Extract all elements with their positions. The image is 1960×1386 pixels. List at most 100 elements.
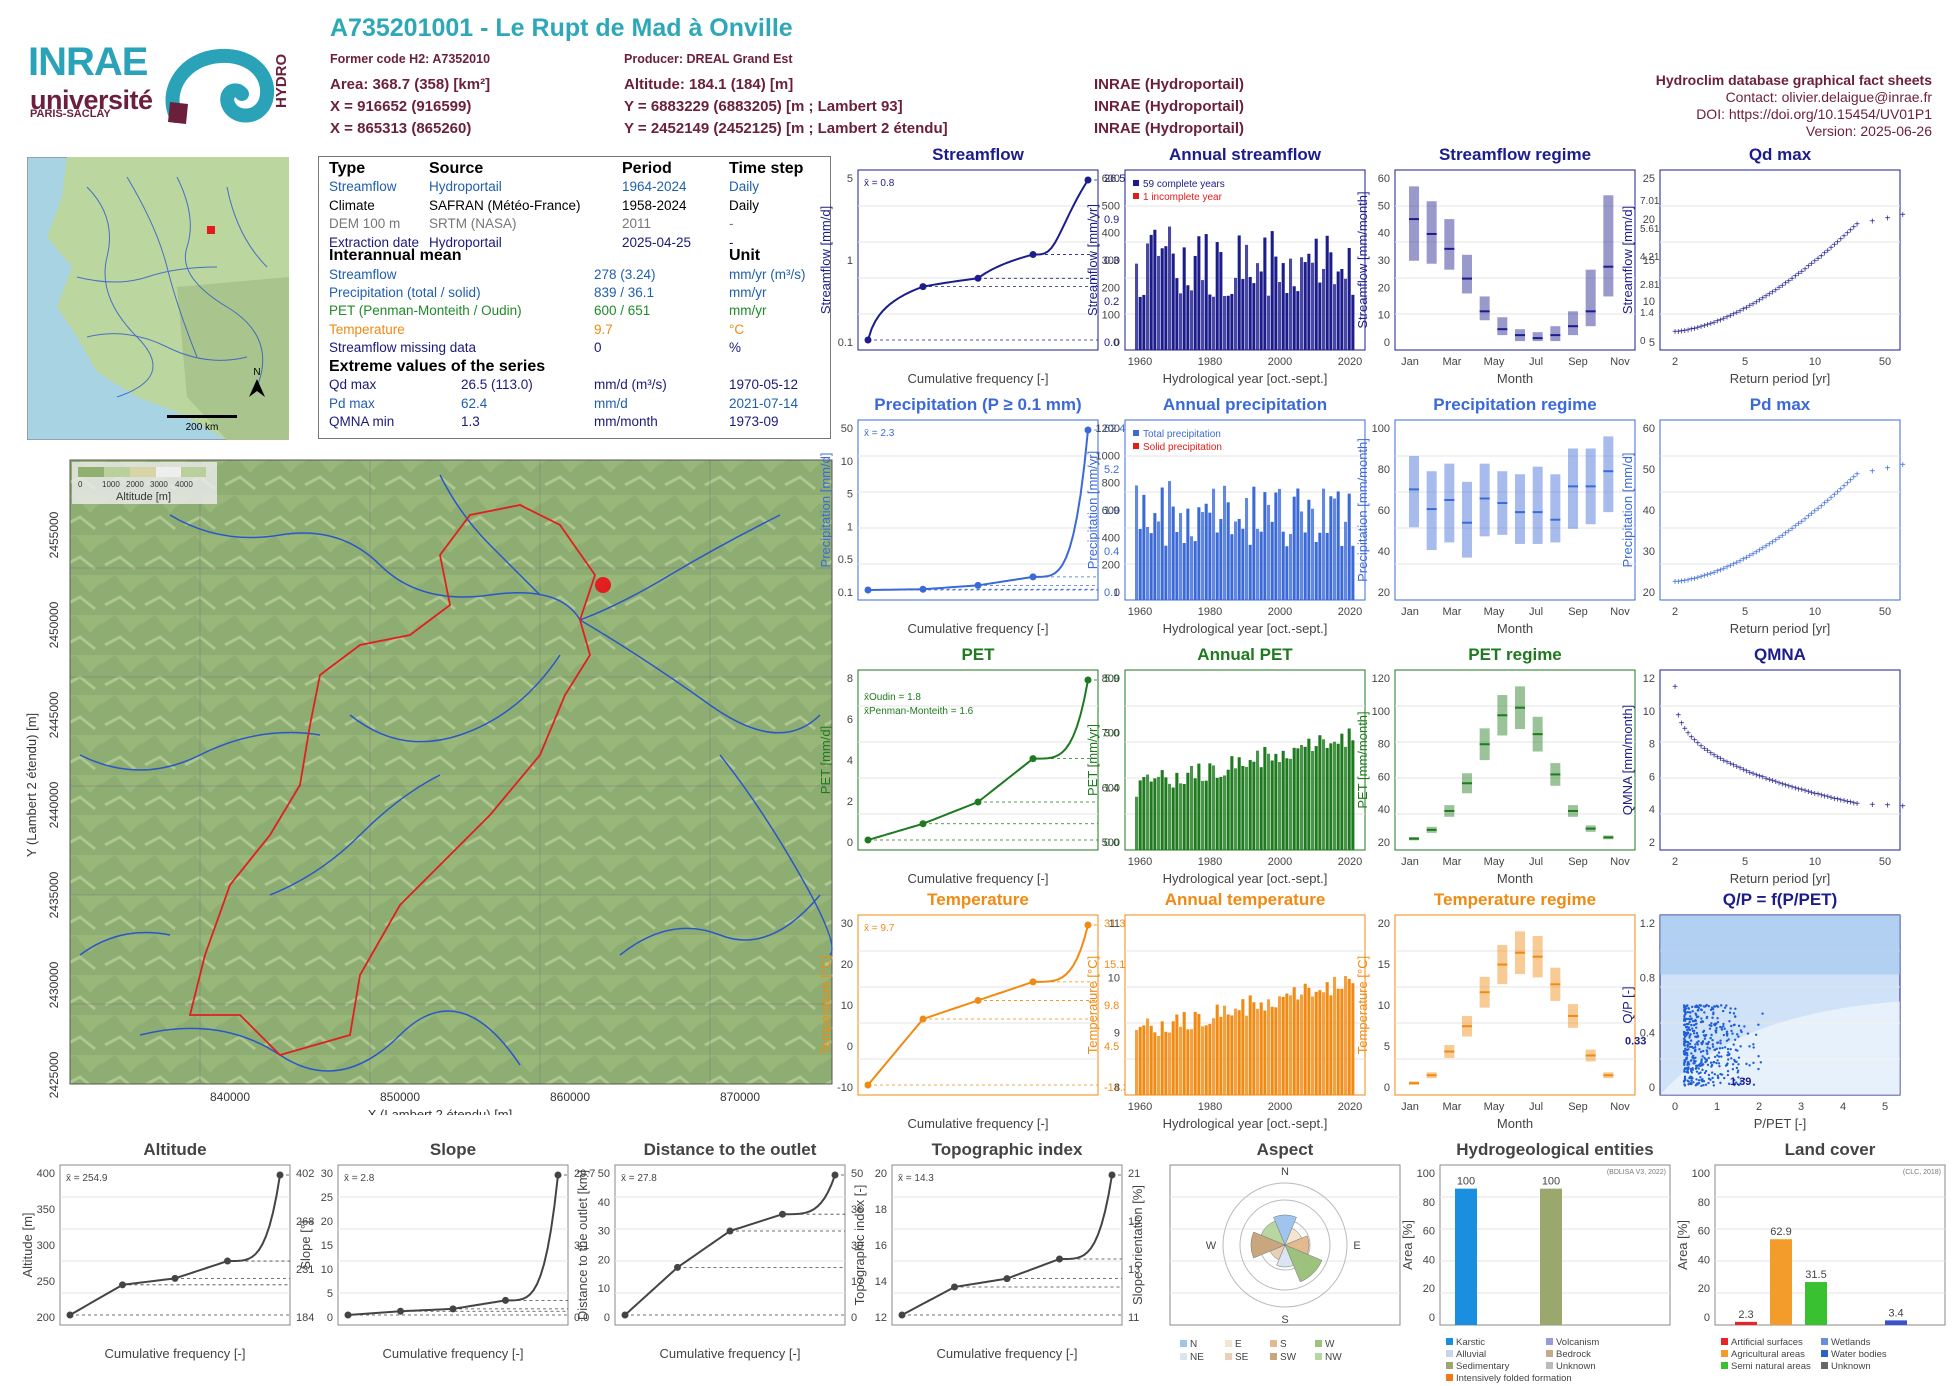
legend-swatch — [1546, 1362, 1553, 1369]
annual-bar — [1281, 263, 1285, 350]
daily-point — [1726, 1062, 1729, 1065]
daily-point — [1759, 1061, 1763, 1064]
x-tick-label: 10 — [1809, 356, 1821, 368]
annual-bar — [1237, 1010, 1241, 1095]
pd_max-title: Pd max — [1749, 395, 1811, 414]
extreme-point: + — [1727, 561, 1733, 572]
x-tick-label: 2020 — [1338, 1101, 1362, 1113]
daily-point — [1708, 1024, 1711, 1027]
annual-bar — [1285, 993, 1289, 1095]
x-axis-label: Cumulative frequency [-] — [908, 621, 1049, 636]
x-axis-label: Month — [1497, 1116, 1533, 1131]
rose-petal — [1260, 1220, 1286, 1246]
annual-bar — [1292, 987, 1296, 1095]
y-tick-label: 400 — [1102, 228, 1120, 240]
svg-text:2430000: 2430000 — [47, 961, 61, 1008]
x-tick-label: 1960 — [1128, 856, 1152, 868]
quantile-label: 3.0 — [1104, 728, 1119, 740]
extreme-point: + — [1799, 517, 1805, 528]
doi-link[interactable]: DOI: https://doi.org/10.15454/UV01P1 — [1696, 106, 1932, 122]
former-code: Former code H2: A7352010 — [330, 52, 491, 66]
annual-bar — [1164, 777, 1168, 850]
regime-box — [1409, 186, 1419, 261]
extreme-point: + — [1737, 556, 1743, 567]
extreme-point: + — [1695, 323, 1701, 334]
extreme-point: + — [1747, 301, 1753, 312]
legend-label: NE — [1190, 1352, 1204, 1363]
extreme-point: + — [1786, 526, 1792, 537]
daily-point — [1726, 1069, 1730, 1073]
extreme-point: + — [1809, 509, 1815, 520]
y-tick-label: 600 — [1102, 505, 1120, 517]
annual-bar — [1135, 1030, 1139, 1095]
annual-bar — [1219, 1016, 1223, 1095]
y-tick-label: 20 — [1643, 214, 1655, 226]
legend-swatch — [1446, 1362, 1453, 1369]
annual-bar — [1201, 780, 1205, 850]
quantile-label: 50 — [851, 1168, 863, 1180]
daily-point — [1716, 1005, 1720, 1009]
daily-point — [1683, 1079, 1686, 1082]
legend-swatch — [1180, 1353, 1187, 1360]
legend-label: Bedrock — [1556, 1349, 1591, 1360]
legend-label: Unknown — [1556, 1361, 1596, 1372]
daily-point — [1691, 1068, 1694, 1071]
quantile-label: 0.1 — [1104, 587, 1119, 599]
y-tick-label: 50 — [1378, 200, 1390, 212]
info-t: Extraction date — [329, 234, 420, 250]
x-tick-label: 1980 — [1198, 856, 1222, 868]
x-tick-label: 2000 — [1268, 356, 1292, 368]
y-tick-label: 15 — [321, 1240, 333, 1252]
mean-u: °C — [729, 321, 745, 337]
annual-bar — [1157, 255, 1161, 350]
daily-point — [1730, 1029, 1733, 1033]
x-tick-label: 2000 — [1268, 606, 1292, 618]
pet_regime-frame — [1394, 669, 1636, 851]
annual-bar — [1245, 1015, 1249, 1095]
extreme-point: + — [1766, 540, 1772, 551]
daily-point — [1727, 1058, 1730, 1061]
annual-bar — [1164, 246, 1168, 350]
daily-point — [1699, 1004, 1703, 1007]
daily-point — [1699, 1076, 1702, 1079]
x-axis-label: Cumulative frequency [-] — [908, 871, 1049, 886]
annual-bar — [1226, 769, 1230, 850]
y-axis-label: QMNA [mm/month] — [1620, 705, 1635, 816]
annual-bar — [1325, 747, 1329, 850]
ext-n: Qd max — [329, 377, 377, 392]
daily-point — [1693, 1029, 1696, 1032]
annual-bar — [1303, 532, 1307, 600]
daily-point — [1700, 1020, 1704, 1023]
info-p: 2025-04-25 — [622, 234, 692, 250]
daily-point — [1706, 1052, 1709, 1055]
extreme-point: + — [1757, 546, 1763, 557]
daily-point — [1716, 1054, 1719, 1057]
extreme-point: + — [1760, 544, 1766, 555]
daily-point — [1707, 1073, 1711, 1077]
annual-bar — [1234, 277, 1238, 350]
daily-point — [1757, 1067, 1760, 1071]
extreme-point: + — [1786, 781, 1792, 792]
daily-point — [1702, 1030, 1705, 1034]
contact-link[interactable]: Contact: olivier.delaigue@inrae.fr — [1725, 89, 1932, 105]
daily-point — [1689, 1059, 1693, 1062]
extreme-point: + — [1734, 762, 1740, 773]
daily-point — [1717, 1062, 1721, 1065]
daily-point — [1688, 1042, 1692, 1046]
quantile-label: 21 — [1128, 1168, 1140, 1180]
extreme-point: + — [1701, 571, 1707, 582]
extreme-point: + — [1844, 229, 1850, 240]
daily-point — [1719, 1081, 1722, 1085]
x-tick-label: May — [1484, 1101, 1505, 1113]
extreme-point: + — [1714, 317, 1720, 328]
legend-swatch — [1180, 1340, 1187, 1347]
daily-point — [1745, 1062, 1748, 1066]
y-tick-label: 10 — [1643, 296, 1655, 308]
daily-point — [1708, 1027, 1712, 1030]
annual-bar — [1135, 796, 1139, 850]
mean-label: x̄ = 14.3 — [898, 1173, 934, 1184]
x-lambert93: X = 916652 (916599) — [330, 98, 472, 115]
info-p: 2011 — [622, 216, 652, 231]
extreme-point: + — [1844, 797, 1850, 808]
x-tick-label: 1960 — [1128, 1101, 1152, 1113]
